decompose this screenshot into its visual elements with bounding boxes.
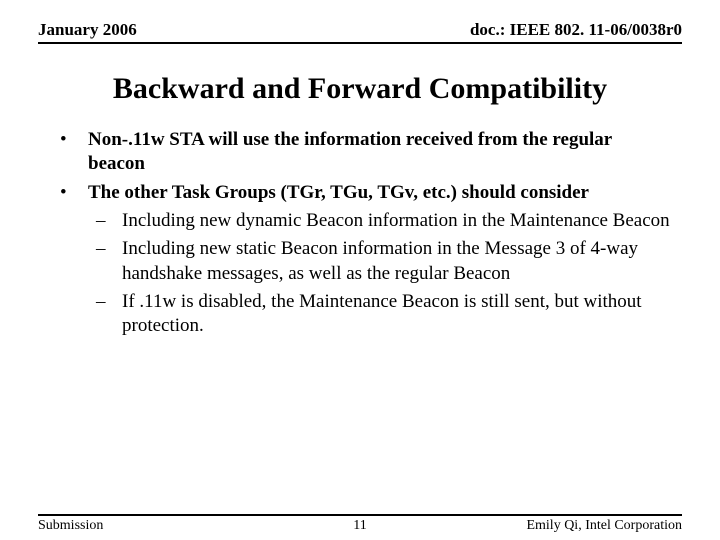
slide-title: Backward and Forward Compatibility (0, 72, 720, 106)
sub-text: If .11w is disabled, the Maintenance Bea… (122, 290, 670, 339)
bullet-mark: • (60, 181, 88, 205)
bullet-text: Non-.11w STA will use the information re… (88, 128, 670, 177)
bullet-text: The other Task Groups (TGr, TGu, TGv, et… (88, 181, 670, 205)
footer-page-number: 11 (353, 518, 366, 534)
footer-author: Emily Qi, Intel Corporation (526, 518, 682, 534)
dash-mark: – (96, 290, 122, 339)
slide-content: • Non-.11w STA will use the information … (60, 128, 670, 343)
dash-mark: – (96, 209, 122, 233)
bullet-item: • Non-.11w STA will use the information … (60, 128, 670, 177)
bullet-mark: • (60, 128, 88, 177)
slide-header: January 2006 doc.: IEEE 802. 11-06/0038r… (38, 20, 682, 44)
sub-item: – Including new dynamic Beacon informati… (96, 209, 670, 233)
header-date: January 2006 (38, 20, 137, 40)
header-docref: doc.: IEEE 802. 11-06/0038r0 (470, 20, 682, 40)
slide-footer: Submission 11 Emily Qi, Intel Corporatio… (38, 514, 682, 518)
footer-submission: Submission (38, 518, 103, 534)
dash-mark: – (96, 237, 122, 286)
sub-text: Including new static Beacon information … (122, 237, 670, 286)
sub-text: Including new dynamic Beacon information… (122, 209, 670, 233)
sub-item: – Including new static Beacon informatio… (96, 237, 670, 286)
sub-item: – If .11w is disabled, the Maintenance B… (96, 290, 670, 339)
bullet-item: • The other Task Groups (TGr, TGu, TGv, … (60, 181, 670, 205)
